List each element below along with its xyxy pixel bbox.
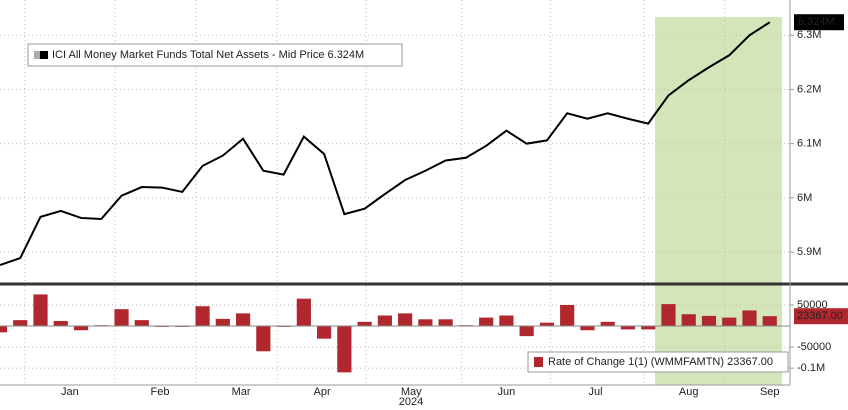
y-tick-label: 6M [797, 192, 812, 204]
bar [499, 315, 514, 327]
last-value-label: 23367.00 [797, 310, 843, 322]
bar [762, 316, 777, 327]
bar [681, 314, 696, 327]
bar [53, 320, 68, 327]
x-axis-year: 2024 [399, 396, 423, 408]
legend-name: Rate of Change 1(1) (WMMFAMTN) [548, 356, 724, 368]
bar [438, 319, 453, 327]
legend-bottom: Rate of Change 1(1) (WMMFAMTN) 23367.00 [527, 351, 789, 373]
legend-swatch [534, 357, 543, 367]
legend-box [527, 351, 789, 373]
legend-swatch [40, 51, 48, 59]
bar [296, 298, 311, 327]
bar [620, 326, 636, 330]
x-tick-label: Aug [679, 386, 699, 398]
bar [742, 310, 757, 327]
bar [722, 317, 737, 327]
bar [134, 320, 149, 327]
bar [641, 326, 656, 330]
bar [13, 320, 28, 327]
x-tick-label: Mar [232, 386, 251, 398]
bar [235, 313, 251, 327]
bar [539, 322, 555, 327]
bar [519, 326, 534, 337]
bar [317, 326, 332, 339]
x-tick-label: Sep [760, 386, 780, 398]
y-tick-label: 6.3M [797, 29, 821, 41]
legend-value: 23367.00 [727, 356, 773, 368]
legend-swatch [34, 51, 40, 59]
bar [560, 304, 575, 327]
bar [600, 321, 615, 327]
last-value-tag [794, 14, 844, 31]
legend-top: ICI All Money Market Funds Total Net Ass… [27, 43, 403, 67]
highlight-region [655, 17, 782, 385]
legend-value: 6.324M [328, 49, 365, 61]
y-tick-label: 6.2M [797, 83, 821, 95]
legend-label: ICI All Money Market Funds Total Net Ass… [52, 49, 364, 61]
x-tick-label: Jun [498, 386, 516, 398]
y-tick-label: 50000 [797, 299, 828, 311]
bar [398, 313, 413, 327]
x-tick-label: Feb [151, 386, 170, 398]
line [0, 21, 771, 267]
bar [701, 315, 717, 327]
marks [0, 21, 790, 373]
bar [357, 321, 372, 327]
bar [661, 304, 676, 327]
bar [195, 306, 210, 327]
x-tick-label: Apr [314, 386, 331, 398]
bar [33, 294, 48, 327]
bar [215, 318, 230, 327]
last-value-label: 6.324M [798, 16, 835, 28]
y-tick-label: 5.9M [797, 246, 821, 258]
x-tick-label: May [401, 386, 422, 398]
bar [479, 317, 494, 327]
bar [337, 326, 352, 373]
x-tick-label: Jan [61, 386, 79, 398]
y-tick-label: 6.1M [797, 138, 821, 150]
bar [580, 326, 595, 331]
legend-label: Rate of Change 1(1) (WMMFAMTN) 23367.00 [548, 356, 773, 368]
legend-name: ICI All Money Market Funds Total Net Ass… [52, 49, 324, 61]
bar [418, 319, 433, 327]
last-value-tag [794, 308, 848, 325]
bar [256, 326, 271, 352]
x-tick-label: Jul [589, 386, 603, 398]
bar [114, 309, 129, 327]
bar [0, 326, 8, 333]
legend-box [27, 43, 403, 67]
y-tick-label: -50000 [797, 341, 831, 353]
bar [377, 315, 392, 327]
y-tick-label: -0.1M [797, 362, 825, 374]
bar [73, 326, 89, 331]
